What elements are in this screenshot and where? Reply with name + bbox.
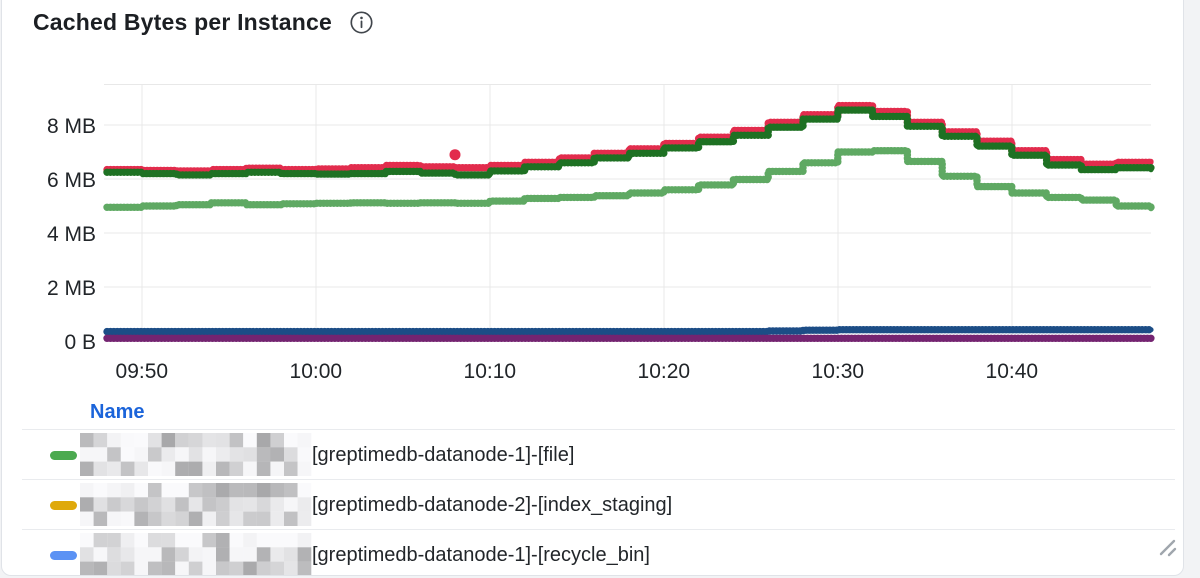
legend-table: Name [greptimedb-datanode-1]-[file] [grep… [2, 395, 1175, 575]
legend-name-column-header[interactable]: Name [90, 400, 145, 423]
x-tick-label: 10:30 [812, 360, 865, 383]
series-marker [50, 451, 77, 460]
redacted-pixelation [80, 433, 312, 476]
y-tick-label: 4 MB [47, 223, 96, 246]
legend-row[interactable]: [greptimedb-datanode-2]-[index_staging] [22, 479, 1175, 529]
panel-title: Cached Bytes per Instance [33, 9, 333, 35]
y-tick-label: 6 MB [47, 169, 96, 192]
x-tick-label: 10:10 [464, 360, 517, 383]
series-blue-line[interactable] [104, 327, 1154, 335]
panel-resize-handle[interactable] [1154, 534, 1178, 558]
panel-header: Cached Bytes per Instance [2, 0, 1183, 36]
timeseries-chart[interactable]: 8 MB 6 MB 4 MB 2 MB 0 B 09:50 10:00 10:10 10:20 1… [1, 1, 1184, 393]
series-marker [50, 501, 77, 510]
outlier-point[interactable] [449, 149, 461, 161]
redacted-pixelation [80, 533, 312, 575]
legend-rows: [greptimedb-datanode-1]-[file] [greptimed… [2, 429, 1175, 575]
legend-header-row: Name [2, 395, 1175, 429]
y-tick-label: 0 B [64, 331, 96, 354]
legend-label: [greptimedb-datanode-1]-[file] [312, 444, 575, 466]
y-tick-label: 8 MB [47, 115, 96, 138]
legend-row[interactable]: [greptimedb-datanode-1]-[file] [22, 429, 1175, 479]
x-tick-label: 09:50 [116, 360, 169, 383]
x-tick-label: 10:40 [986, 360, 1039, 383]
series-light-green-line[interactable] [104, 148, 1154, 212]
x-tick-label: 10:00 [290, 360, 343, 383]
legend-row[interactable]: [greptimedb-datanode-1]-[recycle_bin] [22, 529, 1175, 575]
series-marker [50, 551, 77, 560]
series-dark-green-line[interactable] [104, 107, 1154, 178]
legend-label: [greptimedb-datanode-2]-[index_staging] [312, 494, 673, 516]
x-tick-label: 10:20 [638, 360, 691, 383]
legend-label: [greptimedb-datanode-1]-[recycle_bin] [312, 544, 650, 566]
redacted-pixelation [80, 483, 312, 526]
info-icon[interactable] [349, 10, 374, 35]
y-tick-label: 2 MB [47, 277, 96, 300]
